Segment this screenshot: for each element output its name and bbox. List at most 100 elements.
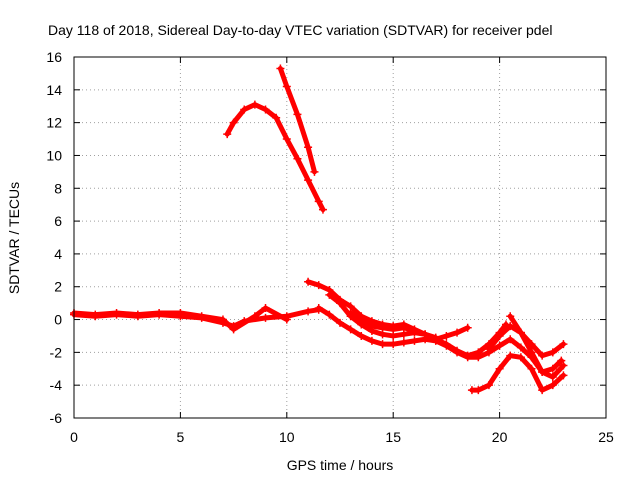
data-point <box>506 335 515 344</box>
grid <box>74 57 606 418</box>
data-point <box>484 381 493 390</box>
data-point <box>389 340 398 349</box>
data-point <box>399 338 408 347</box>
data-point <box>516 328 525 337</box>
series-arc-2 <box>70 304 291 334</box>
data-point <box>261 105 270 114</box>
data-point <box>431 333 440 342</box>
data-point <box>293 110 302 119</box>
data-point <box>506 351 515 360</box>
data-point <box>442 341 451 350</box>
data-point <box>484 345 493 354</box>
data-point <box>495 364 504 373</box>
data-point <box>314 304 323 313</box>
data-point <box>442 331 451 340</box>
y-tick-label: 12 <box>46 115 62 131</box>
data-point <box>548 364 557 373</box>
data-point <box>282 82 291 91</box>
data-point <box>314 281 323 290</box>
y-tick-label: 16 <box>46 49 62 65</box>
data-point <box>91 310 100 319</box>
data-point <box>133 310 142 319</box>
data-point <box>282 135 291 144</box>
series-line <box>507 313 566 359</box>
y-tick-label: -6 <box>50 410 63 426</box>
data-point <box>463 353 472 362</box>
y-tick-label: 6 <box>54 213 62 229</box>
data-point <box>474 386 483 395</box>
x-tick-label: 25 <box>598 429 614 445</box>
data-point <box>304 307 313 316</box>
data-point <box>304 277 313 286</box>
data-point <box>272 113 281 122</box>
data-point <box>559 361 568 370</box>
data-point <box>314 197 323 206</box>
x-tick-label: 15 <box>385 429 401 445</box>
data-point <box>310 167 319 176</box>
data-point <box>282 315 291 324</box>
series-arc-9 <box>467 351 568 395</box>
series-line <box>316 305 564 375</box>
data-point <box>276 64 285 73</box>
data-point <box>229 118 238 127</box>
data-point <box>197 312 206 321</box>
data-point <box>325 290 334 299</box>
data-point <box>367 336 376 345</box>
data-point <box>453 348 462 357</box>
data-point <box>367 327 376 336</box>
y-tick-label: 14 <box>46 82 62 98</box>
data-point <box>389 331 398 340</box>
series-line <box>486 323 566 380</box>
data-point <box>538 351 547 360</box>
data-point <box>548 372 557 381</box>
series-arc-4 <box>276 64 319 176</box>
x-tick-label: 10 <box>279 429 295 445</box>
data-point <box>506 312 515 321</box>
data-point <box>223 130 232 139</box>
data-point <box>527 364 536 373</box>
data-point <box>378 330 387 339</box>
data-point <box>559 340 568 349</box>
y-axis-label: SDTVAR / TECUs <box>6 182 22 294</box>
data-point <box>474 353 483 362</box>
data-point <box>155 308 164 317</box>
data-point <box>557 356 566 365</box>
series-line <box>469 353 566 393</box>
data-point <box>463 323 472 332</box>
data-point <box>325 310 334 319</box>
data-point <box>229 325 238 334</box>
y-tick-label: 2 <box>54 279 62 295</box>
data-point <box>538 368 547 377</box>
data-point <box>357 320 366 329</box>
data-point <box>538 386 547 395</box>
data-point <box>410 328 419 337</box>
data-point <box>357 331 366 340</box>
data-point <box>176 308 185 317</box>
series-arc-7 <box>346 308 472 344</box>
data-point <box>506 322 515 331</box>
data-point <box>453 328 462 337</box>
y-tick-label: 10 <box>46 147 62 163</box>
data-point <box>399 330 408 339</box>
series-arc-11 <box>484 322 568 381</box>
data-point <box>304 143 313 152</box>
plot-frame <box>73 56 607 419</box>
x-tick-label: 0 <box>70 429 78 445</box>
data-point <box>336 318 344 327</box>
data-point <box>240 105 249 114</box>
data-point <box>346 312 355 321</box>
axis-ticks: 0 5 10 15 20 25 -6 -4 -2 0 2 4 6 8 10 12 14 16 <box>46 49 614 445</box>
x-tick-label: 5 <box>177 429 185 445</box>
y-tick-label: 4 <box>54 246 62 262</box>
series-arc-3 <box>223 100 327 214</box>
y-tick-label: 0 <box>54 312 62 328</box>
series-arc-8 <box>325 290 440 342</box>
data-point <box>250 312 259 321</box>
plot-area <box>70 64 568 395</box>
data-point <box>548 348 557 357</box>
data-point <box>410 336 419 345</box>
data-point <box>250 100 259 109</box>
x-tick-label: 20 <box>492 429 508 445</box>
data-point <box>516 353 525 362</box>
